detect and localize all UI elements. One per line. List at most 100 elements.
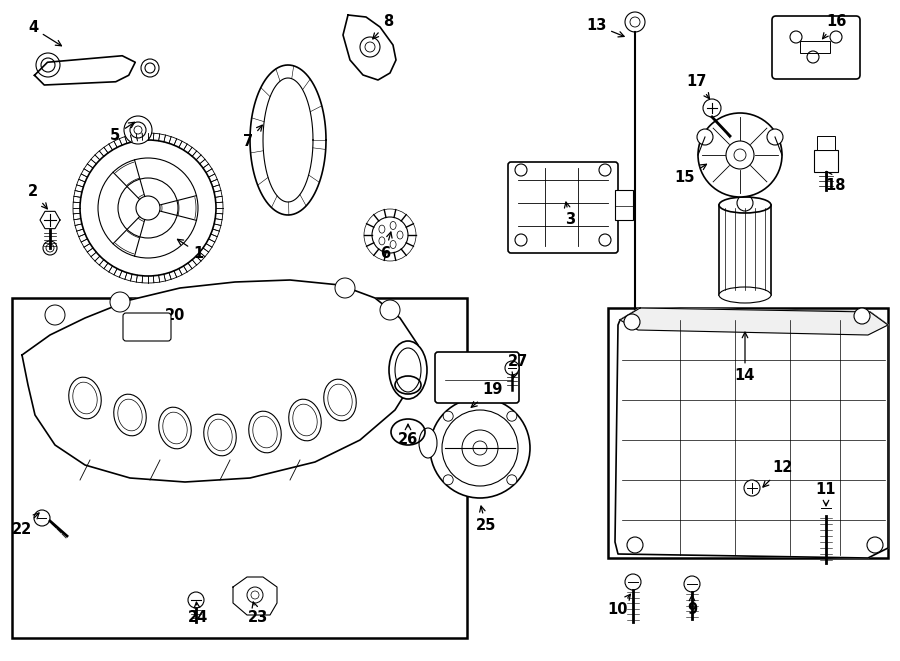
Text: 2: 2 — [28, 184, 48, 209]
Circle shape — [599, 234, 611, 246]
FancyBboxPatch shape — [123, 313, 171, 341]
Text: 19: 19 — [472, 383, 502, 407]
Ellipse shape — [389, 341, 427, 399]
Text: 8: 8 — [373, 15, 393, 39]
Ellipse shape — [397, 231, 403, 239]
Circle shape — [807, 51, 819, 63]
Circle shape — [124, 116, 152, 144]
Circle shape — [505, 361, 519, 375]
Circle shape — [515, 234, 527, 246]
Bar — [608, 308, 888, 558]
Text: 1: 1 — [177, 239, 203, 260]
Circle shape — [430, 398, 530, 498]
Circle shape — [443, 475, 454, 485]
Circle shape — [818, 500, 834, 516]
Ellipse shape — [390, 241, 396, 249]
Text: 17: 17 — [687, 75, 709, 98]
Circle shape — [110, 292, 130, 312]
Circle shape — [36, 53, 60, 77]
Circle shape — [188, 592, 204, 608]
Ellipse shape — [719, 197, 771, 213]
Circle shape — [80, 140, 216, 276]
Circle shape — [697, 129, 713, 145]
Text: 16: 16 — [823, 15, 846, 39]
Text: 3: 3 — [564, 202, 575, 227]
Ellipse shape — [158, 407, 191, 449]
Text: 4: 4 — [28, 20, 61, 46]
Text: 15: 15 — [675, 164, 706, 186]
Text: 18: 18 — [826, 171, 846, 192]
Circle shape — [515, 164, 527, 176]
Text: 24: 24 — [188, 602, 208, 625]
FancyBboxPatch shape — [435, 352, 519, 403]
Bar — [12, 298, 467, 638]
Circle shape — [698, 113, 782, 197]
Circle shape — [744, 480, 760, 496]
Circle shape — [43, 241, 57, 255]
Ellipse shape — [379, 225, 385, 233]
Text: 23: 23 — [248, 602, 268, 625]
Text: 13: 13 — [586, 17, 624, 37]
Text: 20: 20 — [152, 307, 185, 325]
Bar — [814, 150, 838, 172]
Circle shape — [867, 537, 883, 553]
Circle shape — [380, 300, 400, 320]
Circle shape — [141, 59, 159, 77]
Circle shape — [599, 164, 611, 176]
Circle shape — [507, 411, 517, 421]
Text: 10: 10 — [608, 594, 630, 617]
Text: 6: 6 — [380, 232, 392, 260]
Polygon shape — [615, 308, 888, 558]
Polygon shape — [34, 56, 135, 85]
Polygon shape — [620, 308, 888, 335]
Text: 27: 27 — [508, 354, 528, 378]
FancyBboxPatch shape — [508, 162, 618, 253]
Bar — [800, 41, 830, 53]
Text: 9: 9 — [687, 595, 698, 617]
Ellipse shape — [379, 237, 385, 245]
Text: 25: 25 — [476, 506, 496, 533]
Circle shape — [360, 37, 380, 57]
Ellipse shape — [248, 411, 281, 453]
Ellipse shape — [289, 399, 321, 441]
Ellipse shape — [68, 377, 101, 419]
Circle shape — [335, 278, 355, 298]
Circle shape — [684, 576, 700, 592]
Bar — [817, 136, 835, 150]
Ellipse shape — [203, 414, 236, 456]
Circle shape — [767, 129, 783, 145]
Polygon shape — [22, 280, 418, 482]
FancyBboxPatch shape — [772, 16, 860, 79]
Text: 26: 26 — [398, 424, 418, 447]
Ellipse shape — [113, 394, 146, 436]
Circle shape — [854, 308, 870, 324]
Circle shape — [247, 587, 263, 603]
Circle shape — [624, 314, 640, 330]
Circle shape — [625, 574, 641, 590]
Polygon shape — [233, 577, 277, 615]
Text: 12: 12 — [763, 461, 792, 487]
Circle shape — [372, 217, 408, 253]
Polygon shape — [250, 65, 326, 215]
Circle shape — [45, 305, 65, 325]
Text: 5: 5 — [110, 122, 134, 143]
Text: 7: 7 — [243, 125, 262, 149]
Circle shape — [443, 411, 454, 421]
Bar — [719, 205, 771, 295]
Circle shape — [703, 99, 721, 117]
Text: 21: 21 — [406, 352, 427, 381]
Text: 14: 14 — [734, 332, 755, 383]
Ellipse shape — [324, 379, 356, 421]
Polygon shape — [343, 15, 396, 80]
Circle shape — [790, 31, 802, 43]
Ellipse shape — [419, 428, 437, 458]
Ellipse shape — [390, 221, 396, 229]
Bar — [615, 190, 633, 220]
Circle shape — [34, 510, 50, 526]
Polygon shape — [40, 212, 60, 229]
Ellipse shape — [719, 287, 771, 303]
Circle shape — [507, 475, 517, 485]
Text: 11: 11 — [815, 483, 836, 506]
Circle shape — [627, 537, 643, 553]
Text: 22: 22 — [12, 513, 39, 537]
